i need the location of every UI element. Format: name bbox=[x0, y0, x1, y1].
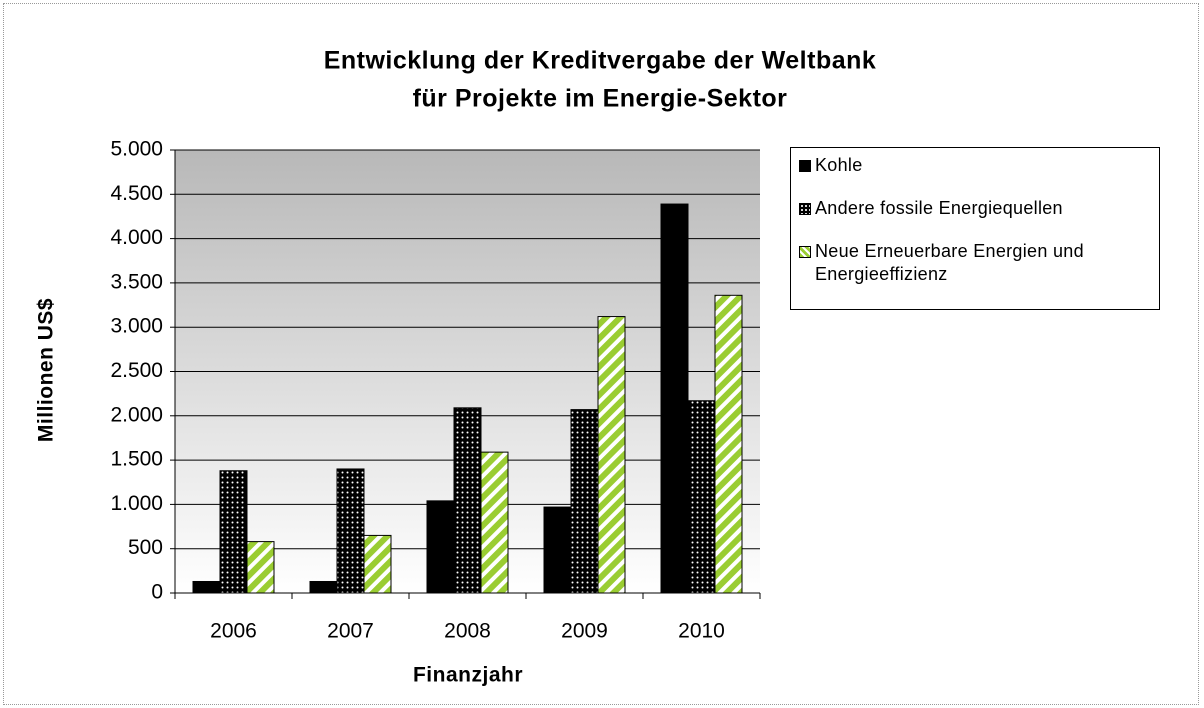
legend-item: Andere fossile Energiequellen bbox=[799, 197, 1151, 220]
legend-swatch bbox=[799, 203, 811, 215]
bar bbox=[687, 400, 716, 594]
legend-item: Neue Erneuerbare Energien und Energieeff… bbox=[799, 240, 1151, 286]
x-tick-label: 2010 bbox=[678, 620, 725, 643]
bar bbox=[597, 316, 626, 594]
bar bbox=[363, 534, 392, 594]
chart-title: Entwicklung der Kreditvergabe der Weltba… bbox=[324, 47, 877, 75]
bar bbox=[192, 580, 221, 594]
y-tick-label: 1.500 bbox=[110, 448, 163, 471]
y-tick-label: 4.500 bbox=[110, 182, 163, 205]
legend-item: Kohle bbox=[799, 154, 1151, 177]
bar bbox=[246, 541, 275, 594]
bar bbox=[309, 580, 338, 594]
y-tick-label: 2.500 bbox=[110, 359, 163, 382]
y-tick-label: 3.000 bbox=[110, 315, 163, 338]
y-tick-label: 0 bbox=[151, 581, 163, 604]
y-tick-label: 1.000 bbox=[110, 492, 163, 515]
y-axis-label: Millionen US$ bbox=[35, 298, 58, 442]
y-tick-label: 500 bbox=[128, 536, 163, 559]
legend: Kohle Andere fossile Energiequellen Neue E… bbox=[790, 147, 1160, 310]
x-axis-label: Finanzjahr bbox=[413, 664, 523, 687]
bar bbox=[219, 470, 248, 594]
x-tick-label: 2007 bbox=[327, 620, 374, 643]
bar bbox=[480, 451, 509, 594]
chart-title: für Projekte im Energie-Sektor bbox=[413, 85, 788, 113]
y-tick-label: 3.500 bbox=[110, 270, 163, 293]
x-tick-label: 2008 bbox=[444, 620, 491, 643]
bar bbox=[336, 468, 365, 594]
legend-swatch bbox=[799, 246, 811, 258]
legend-swatch bbox=[799, 160, 811, 172]
x-tick-label: 2006 bbox=[210, 620, 257, 643]
legend-label: Neue Erneuerbare Energien und Energieeff… bbox=[815, 241, 1084, 284]
y-tick-label: 2.000 bbox=[110, 403, 163, 426]
legend-label: Kohle bbox=[815, 155, 863, 175]
bar bbox=[453, 407, 482, 594]
bar bbox=[570, 409, 599, 594]
y-tick-label: 5.000 bbox=[110, 138, 163, 161]
chart-border bbox=[3, 3, 1199, 705]
legend-label: Andere fossile Energiequellen bbox=[815, 198, 1063, 218]
bar bbox=[660, 203, 689, 594]
bar bbox=[714, 294, 743, 594]
y-tick-label: 4.000 bbox=[110, 226, 163, 249]
x-tick-label: 2009 bbox=[561, 620, 608, 643]
bar bbox=[426, 500, 455, 594]
bar bbox=[543, 506, 572, 594]
